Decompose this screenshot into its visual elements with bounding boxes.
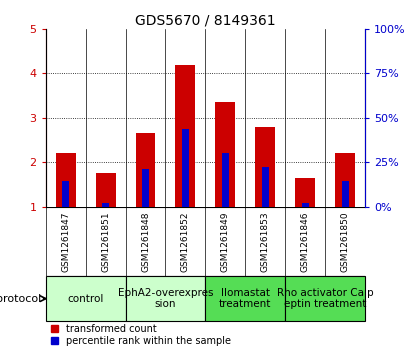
Bar: [286, 277, 365, 321]
Text: EphA2-overexpres
sion: EphA2-overexpres sion: [118, 288, 213, 309]
Bar: [46, 277, 126, 321]
Text: GSM1261851: GSM1261851: [101, 211, 110, 272]
Bar: [182, 129, 189, 207]
Text: protocol: protocol: [0, 294, 41, 303]
Bar: [126, 277, 205, 321]
Text: GSM1261853: GSM1261853: [261, 211, 270, 272]
Bar: [142, 169, 149, 207]
Bar: [342, 181, 349, 207]
Bar: [205, 277, 286, 321]
Text: GSM1261847: GSM1261847: [61, 211, 70, 272]
Bar: [302, 203, 309, 207]
Bar: [262, 167, 269, 207]
Text: Ilomastat
treatment: Ilomastat treatment: [219, 288, 271, 309]
Text: Rho activator Calp
eptin treatment: Rho activator Calp eptin treatment: [277, 288, 374, 309]
Bar: [102, 203, 109, 207]
Text: GSM1261848: GSM1261848: [141, 211, 150, 272]
Bar: [136, 133, 156, 207]
Bar: [176, 65, 195, 207]
Bar: [56, 154, 76, 207]
Bar: [255, 127, 275, 207]
Bar: [62, 181, 69, 207]
Legend: transformed count, percentile rank within the sample: transformed count, percentile rank withi…: [51, 324, 231, 346]
Text: GSM1261846: GSM1261846: [301, 211, 310, 272]
Text: control: control: [67, 294, 104, 303]
Bar: [335, 154, 355, 207]
Bar: [215, 102, 235, 207]
Bar: [222, 154, 229, 207]
Text: GSM1261852: GSM1261852: [181, 211, 190, 272]
Text: GSM1261850: GSM1261850: [341, 211, 350, 272]
Text: GSM1261849: GSM1261849: [221, 211, 230, 272]
Bar: [95, 174, 115, 207]
Title: GDS5670 / 8149361: GDS5670 / 8149361: [135, 14, 276, 28]
Bar: [295, 178, 315, 207]
